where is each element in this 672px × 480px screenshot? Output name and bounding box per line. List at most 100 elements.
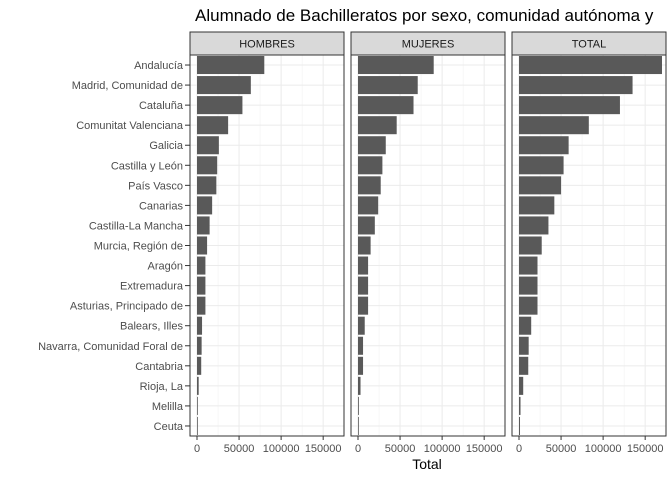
bar — [197, 416, 198, 435]
x-tick-label: 0 — [355, 443, 361, 455]
facet-strip-label: MUJERES — [402, 39, 455, 51]
x-tick-label: 100000 — [585, 443, 622, 455]
bar — [519, 276, 538, 295]
category-label: Ceuta — [154, 421, 184, 433]
panel-mujeres: MUJERES 0 50000 100000 150000 — [350, 31, 506, 455]
bar — [197, 56, 265, 75]
bar — [519, 76, 633, 95]
bar — [358, 376, 361, 395]
bar — [358, 116, 397, 135]
bar — [358, 336, 364, 355]
bar — [358, 156, 383, 175]
category-label: Balears, Illes — [120, 321, 183, 333]
bar — [358, 256, 369, 275]
facet-strip-label: HOMBRES — [239, 39, 295, 51]
bar — [197, 116, 229, 135]
category-label: Rioja, La — [140, 381, 184, 393]
category-label: Galicia — [149, 140, 184, 152]
x-tick-label: 100000 — [424, 443, 461, 455]
x-tick-label: 150000 — [466, 443, 503, 455]
bar — [519, 116, 589, 135]
x-tick-label: 150000 — [627, 443, 664, 455]
category-label: Cataluña — [139, 100, 184, 112]
category-label: Canarias — [139, 200, 184, 212]
bar — [519, 56, 662, 75]
category-label: Andalucía — [134, 60, 184, 72]
bar — [358, 236, 371, 255]
bar — [358, 396, 359, 415]
category-label: Comunitat Valenciana — [76, 120, 184, 132]
category-label: Extremadura — [120, 281, 184, 293]
x-tick-label: 50000 — [546, 443, 577, 455]
bar — [358, 76, 418, 95]
bar — [197, 316, 203, 335]
panel-total: TOTAL 0 50000 100000 150000 — [511, 31, 667, 455]
bar — [358, 176, 381, 195]
bar — [358, 416, 359, 435]
bar — [197, 196, 213, 215]
bar — [197, 356, 202, 375]
bar — [197, 176, 217, 195]
bar — [519, 296, 538, 315]
bar — [519, 416, 521, 435]
bar — [519, 356, 529, 375]
bar — [519, 376, 524, 395]
bar — [519, 236, 542, 255]
category-label: Castilla y León — [111, 160, 183, 172]
bar — [197, 136, 219, 155]
bar — [519, 196, 555, 215]
x-tick-label: 0 — [516, 443, 522, 455]
bar — [197, 236, 208, 255]
bar — [197, 96, 243, 115]
bar — [358, 296, 369, 315]
bar — [519, 216, 549, 235]
bar — [519, 316, 532, 335]
category-label: Aragón — [148, 261, 183, 273]
x-tick-label: 50000 — [385, 443, 416, 455]
panel-hombres: HOMBRES 0 50000 100000 150000 — [189, 31, 345, 455]
facet-strip — [350, 31, 506, 56]
bar — [197, 296, 206, 315]
bar — [358, 356, 364, 375]
bar — [519, 176, 562, 195]
category-label: Melilla — [152, 401, 184, 413]
category-label: Madrid, Comunidad de — [72, 80, 183, 92]
category-label: Cantabria — [135, 361, 184, 373]
bar — [358, 196, 379, 215]
x-tick-label: 0 — [194, 443, 200, 455]
bar — [519, 336, 529, 355]
x-axis-title: Total — [412, 456, 442, 472]
facet-strip — [511, 31, 667, 56]
bar — [197, 376, 199, 395]
bar — [358, 216, 375, 235]
bar — [519, 136, 569, 155]
bar — [197, 396, 198, 415]
facet-strip — [189, 31, 345, 56]
category-label: Navarra, Comunidad Foral de — [38, 341, 183, 353]
bar — [197, 76, 251, 95]
category-label: Asturias, Principado de — [70, 301, 183, 313]
bar — [197, 276, 206, 295]
bar — [197, 216, 210, 235]
bar — [358, 316, 365, 335]
bar — [197, 336, 202, 355]
category-label: Castilla-La Mancha — [89, 220, 184, 232]
bar — [519, 96, 620, 115]
chart-title: Alumnado de Bachilleratos por sexo, comu… — [195, 6, 654, 25]
bar — [519, 396, 521, 415]
facet-strip-label: TOTAL — [572, 39, 606, 51]
bar — [358, 136, 386, 155]
x-tick-label: 150000 — [305, 443, 342, 455]
panels: HOMBRES 0 50000 100000 150000 MUJERES 0 50000 10… — [189, 31, 667, 455]
x-tick-label: 100000 — [263, 443, 300, 455]
x-tick-label: 50000 — [224, 443, 255, 455]
bar — [519, 156, 564, 175]
category-label: Murcia, Región de — [94, 241, 183, 253]
bar — [358, 56, 434, 75]
bar — [197, 256, 206, 275]
category-labels: Andalucía Madrid, Comunidad de Cataluña Com… — [38, 60, 190, 433]
bar — [197, 156, 218, 175]
bar — [358, 96, 414, 115]
category-label: País Vasco — [128, 180, 183, 192]
